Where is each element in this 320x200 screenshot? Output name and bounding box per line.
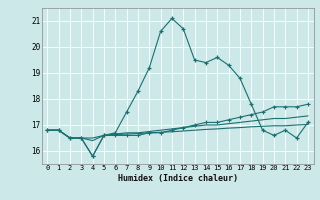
X-axis label: Humidex (Indice chaleur): Humidex (Indice chaleur) <box>118 174 237 183</box>
